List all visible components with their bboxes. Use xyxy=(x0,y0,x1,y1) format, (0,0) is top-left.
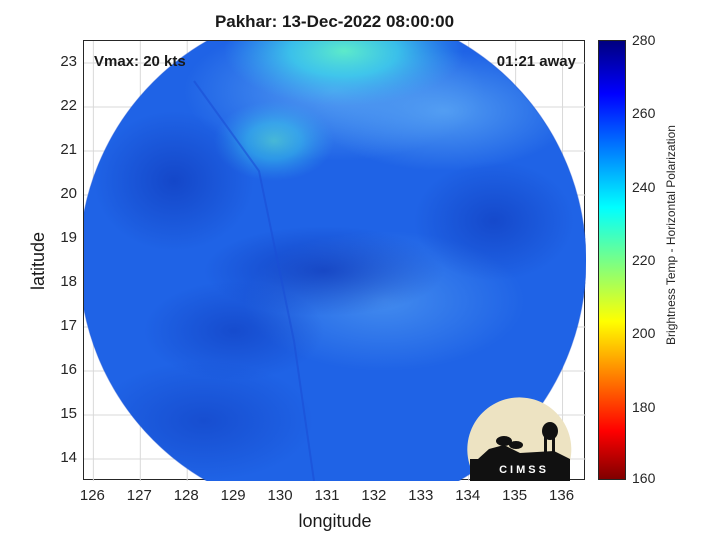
y-tick-label: 23 xyxy=(60,53,77,70)
cimss-logo xyxy=(467,397,572,481)
y-tick-label: 18 xyxy=(60,273,77,290)
x-tick-label: 128 xyxy=(173,487,199,504)
x-tick-label: 126 xyxy=(79,487,105,504)
x-tick-label: 127 xyxy=(126,487,152,504)
colorbar-gradient xyxy=(599,41,625,479)
colorbar-tick-label: 180 xyxy=(632,398,656,415)
y-tick-label: 15 xyxy=(60,405,77,422)
y-tick-label: 20 xyxy=(60,185,77,202)
y-tick-label: 14 xyxy=(60,449,77,466)
x-tick-label: 129 xyxy=(220,487,246,504)
colorbar-tick-label: 260 xyxy=(632,105,656,122)
x-tick-label: 131 xyxy=(314,487,340,504)
cimss-logo-text: CIMSS xyxy=(499,464,549,476)
y-tick-label: 21 xyxy=(60,141,77,158)
y-axis-label: latitude xyxy=(28,231,48,291)
time-away-label: 01:21 away xyxy=(496,53,576,70)
x-axis-label: longitude xyxy=(298,511,372,531)
vmax-label: Vmax: 20 kts xyxy=(94,53,186,70)
colorbar-tick-label: 240 xyxy=(632,178,656,195)
plot-title: Pakhar: 13-Dec-2022 08:00:00 xyxy=(214,12,455,31)
x-tick-label: 132 xyxy=(361,487,387,504)
map-plot-area xyxy=(83,40,586,481)
colorbar-tick-label: 160 xyxy=(632,470,656,486)
colorbar-label: Brightness Temp - Horizontal Polarizatio… xyxy=(664,125,678,345)
swath-image xyxy=(84,41,586,481)
colorbar xyxy=(598,40,626,480)
y-tick-label: 16 xyxy=(60,361,77,378)
colorbar-tick-label: 200 xyxy=(632,325,656,342)
y-tick-label: 22 xyxy=(60,97,77,114)
colorbar-tick-label: 220 xyxy=(632,252,656,268)
x-tick-label: 136 xyxy=(549,487,575,504)
x-tick-label: 130 xyxy=(267,487,293,504)
x-tick-label: 133 xyxy=(408,487,434,504)
x-tick-label: 134 xyxy=(455,487,481,504)
y-tick-label: 17 xyxy=(60,317,77,334)
brightness-temp-swath-map xyxy=(84,41,586,481)
x-tick-label: 135 xyxy=(502,487,528,504)
y-tick-label: 19 xyxy=(60,229,77,246)
colorbar-tick-label: 280 xyxy=(632,32,656,48)
